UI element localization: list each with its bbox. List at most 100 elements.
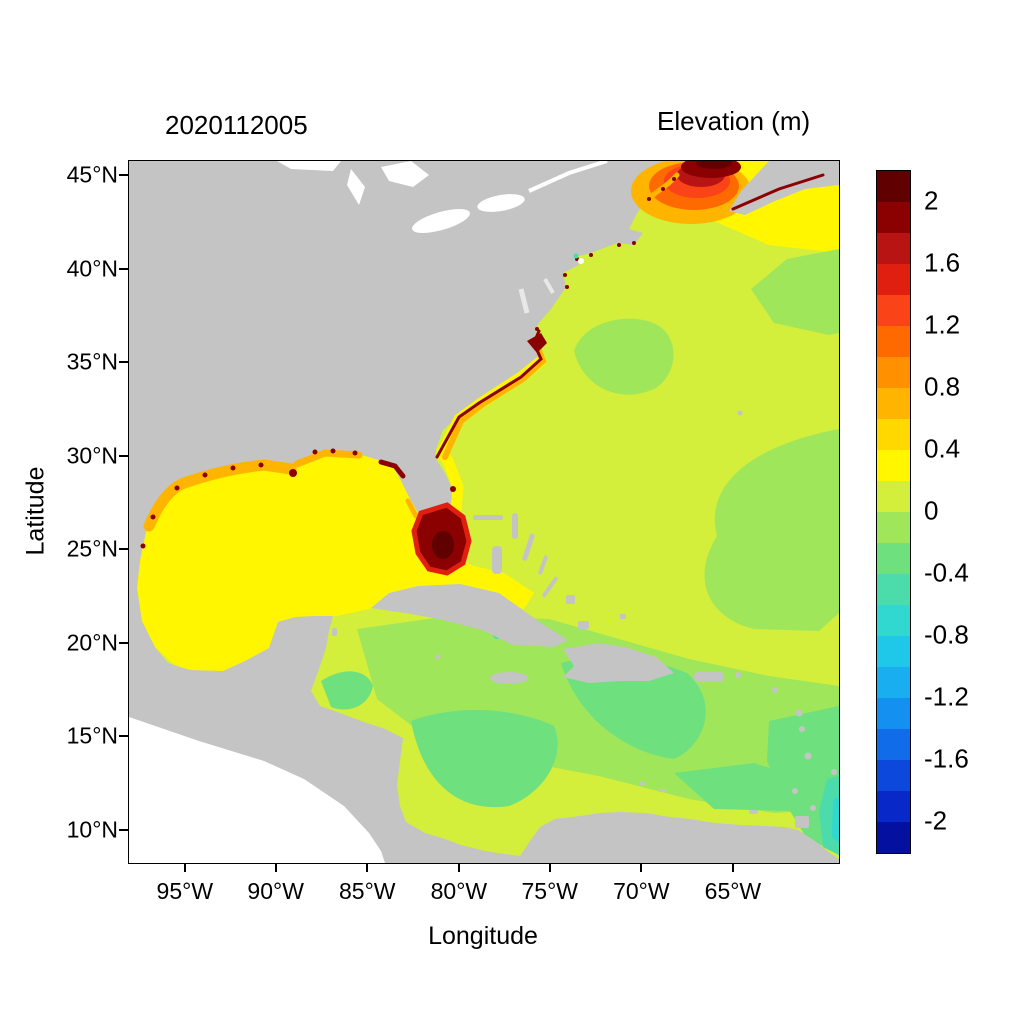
lake-superior	[277, 161, 341, 171]
cat-island	[538, 555, 548, 575]
lake-ontario	[477, 194, 525, 212]
texas-louisiana-surge-band	[143, 459, 297, 532]
long-island-bahamas	[542, 576, 558, 598]
colorbar-band	[877, 698, 910, 729]
cuba-island	[371, 584, 568, 647]
y-tick-mark	[119, 735, 128, 738]
lake-huron	[381, 161, 429, 187]
y-tick-mark	[119, 828, 128, 831]
canaveral-surge-speck	[450, 486, 456, 492]
x-tick-label: 70°W	[613, 878, 670, 904]
hispaniola-south-low-patch	[561, 657, 706, 759]
barbados-island	[831, 769, 837, 775]
new-york-bight-teal-speck	[573, 253, 579, 259]
guadeloupe-island	[795, 709, 803, 717]
colorbar-band	[877, 450, 910, 481]
x-tick-label: 75°W	[521, 878, 578, 904]
abaco-island	[512, 513, 518, 539]
atlantic-green-patch-midlat	[574, 318, 674, 395]
map-plot	[128, 160, 840, 864]
inagua-island	[578, 621, 589, 629]
colorbar-tick-label: 1.2	[924, 309, 961, 340]
y-tick-label: 45°N	[66, 161, 118, 188]
colorbar-tick-label: 0.8	[924, 371, 961, 402]
grand-bahama-island	[473, 515, 503, 520]
puerto-rico-island	[694, 672, 724, 682]
pacific-out-of-domain	[129, 717, 385, 863]
gulf-of-mexico-region	[129, 444, 534, 674]
y-tick-label: 10°N	[66, 816, 118, 843]
y-tick-mark	[119, 361, 128, 364]
great-lakes	[277, 161, 608, 314]
colorbar-tick-label: -1.6	[924, 743, 969, 774]
colorbar-title: Elevation (m)	[657, 106, 811, 136]
colorbar-band	[877, 233, 910, 264]
coastal-surge-features	[140, 172, 825, 576]
x-tick-mark	[731, 863, 734, 872]
colorbar-band	[877, 295, 910, 326]
tampa-surge-strip	[405, 498, 419, 519]
x-tick-mark	[640, 863, 643, 872]
acklins-island	[566, 595, 575, 604]
atlantic-green-patch-northeast	[751, 249, 839, 335]
y-tick-mark	[119, 547, 128, 550]
x-tick-label: 95°W	[156, 878, 214, 904]
colorbar-band	[877, 667, 910, 698]
turks-islands	[620, 614, 626, 619]
colorbar-band	[877, 605, 910, 636]
y-tick-label: 15°N	[66, 722, 118, 749]
delaware-bay	[543, 278, 555, 294]
colorbar-tick-label: -0.4	[924, 557, 969, 588]
colorbar	[876, 170, 911, 854]
trinidad-island	[795, 816, 809, 828]
colorbar-band	[877, 357, 910, 388]
y-tick-label: 30°N	[66, 442, 118, 469]
hispaniola-island	[563, 643, 674, 683]
tobago-island	[810, 805, 816, 811]
fundy-surge-rings	[631, 161, 751, 224]
colorbar-band	[877, 326, 910, 357]
x-tick-mark	[366, 863, 369, 872]
dominica-island	[799, 726, 805, 732]
trinidad-edge-cyan-core	[832, 797, 839, 843]
elevation-map-svg	[129, 161, 839, 863]
pamlico-sound-surge-patch	[527, 333, 547, 353]
colorbar-band	[877, 264, 910, 295]
x-tick-label: 90°W	[247, 878, 304, 904]
y-tick-mark	[119, 173, 128, 176]
colorbar-tick-label: -0.8	[924, 619, 969, 650]
apalachee-bay-surge-strip	[378, 459, 406, 479]
cayman-islands	[435, 654, 441, 660]
colorbar-tick-label: 0.4	[924, 433, 961, 464]
new-york-bight-white-speck	[578, 258, 584, 264]
colorbar-band	[877, 636, 910, 667]
andros-island	[492, 546, 502, 574]
colorbar-tick-label: 1.6	[924, 247, 961, 278]
colorbar-band	[877, 419, 910, 450]
colorbar-band	[877, 512, 910, 543]
lake-michigan	[347, 169, 365, 205]
curacao-island	[659, 789, 666, 792]
colorbar-tick-label: 0	[924, 495, 939, 526]
colorbar-band	[877, 388, 910, 419]
chesapeake-bay	[518, 288, 530, 314]
y-tick-label: 20°N	[66, 629, 118, 656]
gulf-of-honduras-low-patch	[321, 671, 373, 710]
antigua-island	[772, 687, 778, 693]
islands	[332, 410, 837, 828]
grenada-island	[792, 788, 798, 794]
y-tick-mark	[119, 454, 128, 457]
colorbar-tick-label: -2	[924, 805, 948, 836]
colorbar-band	[877, 760, 910, 791]
x-tick-label: 85°W	[339, 878, 396, 904]
south-florida-surge-core	[432, 531, 454, 559]
colorbar-band	[877, 171, 910, 202]
y-tick-mark	[119, 267, 128, 270]
colorbar-tick-label: 2	[924, 185, 939, 216]
north-america-landmass	[129, 161, 839, 863]
fundy-core-darkest	[696, 161, 732, 169]
colorbar-band	[877, 481, 910, 512]
y-tick-label: 35°N	[66, 348, 118, 375]
cozumel-island	[332, 628, 337, 636]
